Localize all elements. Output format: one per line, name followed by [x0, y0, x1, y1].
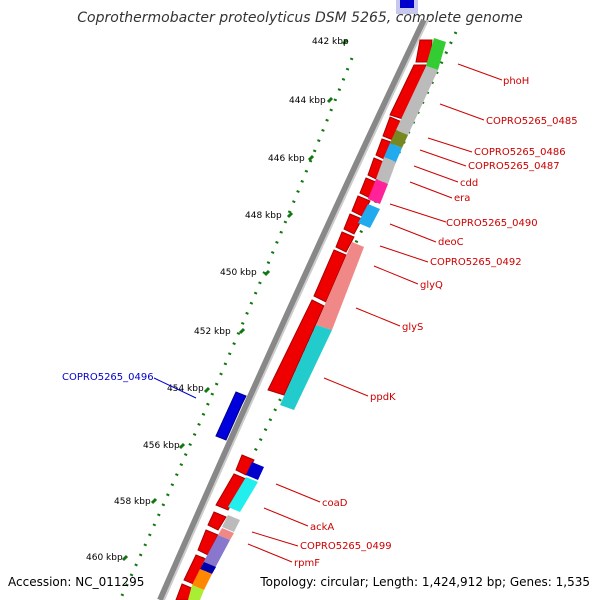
cog-block[interactable]: [280, 325, 332, 410]
ruler-label-452: 452 kbp: [194, 327, 231, 337]
gene-arrow-reverse[interactable]: [215, 391, 247, 441]
cog-color-track: [188, 38, 446, 600]
cog-block[interactable]: [316, 242, 364, 330]
gene-label-era[interactable]: era: [454, 193, 470, 204]
cog-block[interactable]: [358, 204, 380, 228]
genome-backbone-inner: [163, 19, 429, 600]
tick-452: [238, 327, 246, 335]
ruler-label-442: 442 kbp: [312, 37, 349, 47]
gene-label-coaD[interactable]: coaD: [322, 498, 348, 509]
gene-arrow[interactable]: [335, 231, 355, 253]
cog-block[interactable]: [390, 130, 408, 148]
gene-label-COPRO5265_0499[interactable]: COPRO5265_0499: [300, 541, 392, 552]
gene-label-cdd[interactable]: cdd: [460, 178, 478, 189]
cog-block[interactable]: [384, 143, 402, 162]
cog-block[interactable]: [218, 528, 234, 540]
gene-arrow[interactable]: [215, 473, 247, 511]
backbone-top-blue: [400, 0, 414, 8]
ruler-label-456: 456 kbp: [143, 441, 180, 451]
tick-454: [203, 386, 211, 394]
tick-458: [150, 497, 158, 505]
gene-label-COPRO5265_0487[interactable]: COPRO5265_0487: [468, 161, 560, 172]
gene-arrow[interactable]: [207, 511, 227, 531]
gene-label-deoC[interactable]: deoC: [438, 237, 464, 248]
cog-block[interactable]: [192, 569, 212, 590]
cog-block[interactable]: [222, 515, 240, 532]
cog-block[interactable]: [376, 157, 396, 184]
tick-446: [307, 154, 315, 162]
gene-label-ackA[interactable]: ackA: [310, 522, 334, 533]
cog-block[interactable]: [200, 562, 216, 574]
ruler-label-444: 444 kbp: [289, 96, 326, 106]
tick-442: [341, 38, 349, 46]
cog-block[interactable]: [228, 477, 258, 512]
gene-arrow[interactable]: [267, 299, 325, 396]
gene-leader-blue: [153, 377, 197, 399]
gene-label-COPRO5265_0486[interactable]: COPRO5265_0486: [474, 147, 566, 158]
gene-leaders: [247, 63, 503, 563]
tick-460: [121, 554, 129, 562]
footer-topology: Topology: circular; Length: 1,424,912 bp…: [259, 575, 590, 589]
ruler-label-458: 458 kbp: [114, 497, 151, 507]
ruler-label-450: 450 kbp: [220, 268, 257, 278]
tick-450: [263, 269, 271, 277]
gene-label-phoH[interactable]: phoH: [503, 76, 529, 87]
tick-444: [326, 96, 334, 104]
gene-label-rpmF[interactable]: rpmF: [294, 558, 320, 569]
ruler-label-454: 454 kbp: [167, 384, 204, 394]
gene-label-glyS[interactable]: glyS: [402, 322, 423, 333]
cog-block[interactable]: [246, 462, 264, 480]
gene-label-COPRO5265_0496[interactable]: COPRO5265_0496: [62, 372, 154, 383]
cog-block[interactable]: [202, 535, 230, 570]
gene-label-ppdK[interactable]: ppdK: [370, 392, 396, 403]
forward-strand-genes: [175, 39, 433, 600]
gene-label-COPRO5265_0492[interactable]: COPRO5265_0492: [430, 257, 522, 268]
cog-block[interactable]: [368, 179, 388, 204]
ruler-label-448: 448 kbp: [245, 211, 282, 221]
genome-title: Coprothermobacter proteolyticus DSM 5265…: [77, 10, 522, 26]
gene-label-glyQ[interactable]: glyQ: [420, 280, 443, 291]
gene-label-COPRO5265_0490[interactable]: COPRO5265_0490: [446, 218, 538, 229]
cog-block[interactable]: [426, 38, 446, 70]
ruler-label-460: 460 kbp: [86, 553, 123, 563]
tick-456: [178, 442, 186, 450]
cog-block[interactable]: [188, 585, 204, 600]
gene-arrow[interactable]: [343, 213, 363, 235]
ruler-major-ticks: [121, 38, 349, 562]
gene-label-COPRO5265_0485[interactable]: COPRO5265_0485: [486, 116, 578, 127]
cog-block[interactable]: [396, 66, 438, 135]
ruler-label-446: 446 kbp: [268, 154, 305, 164]
footer-accession: Accession: NC_011295: [8, 575, 144, 589]
genome-backbone-outer: [157, 18, 427, 600]
tick-448: [286, 211, 294, 219]
